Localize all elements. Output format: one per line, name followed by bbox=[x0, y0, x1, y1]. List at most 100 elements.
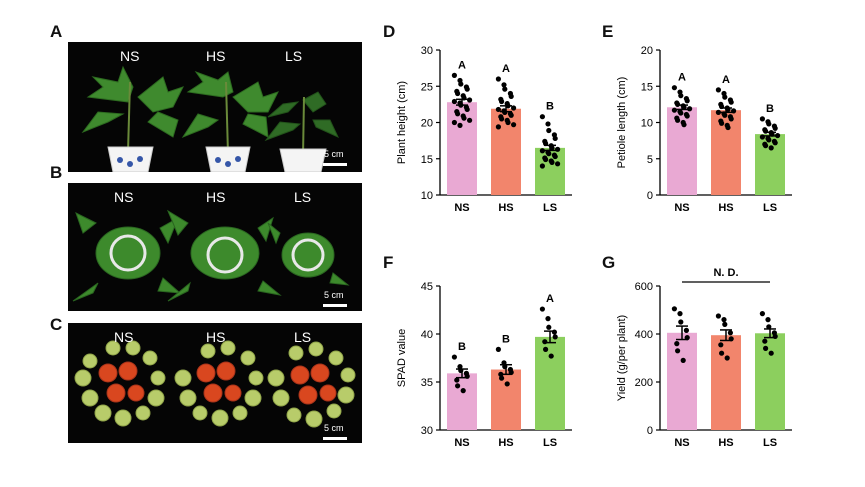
y-tick-label: 40 bbox=[421, 329, 433, 341]
significance-letter: B bbox=[766, 103, 774, 115]
data-point bbox=[508, 93, 514, 99]
data-point bbox=[775, 132, 781, 139]
photo-a-scale-bar bbox=[323, 163, 347, 166]
data-point bbox=[678, 93, 684, 99]
data-point bbox=[499, 375, 505, 381]
x-tick-label: LS bbox=[763, 437, 777, 449]
data-point bbox=[768, 145, 774, 151]
fruit-photo-illustration bbox=[74, 340, 356, 428]
significance-letter: A bbox=[722, 74, 730, 86]
data-point bbox=[728, 116, 734, 122]
bar-ls bbox=[535, 336, 565, 430]
photo-a-label-ls: LS bbox=[285, 48, 303, 64]
significance-letter: B bbox=[546, 101, 554, 113]
data-point bbox=[539, 306, 546, 312]
photo-plants-side-view: NS HS LS 5 cm bbox=[68, 42, 362, 172]
data-point bbox=[455, 111, 461, 117]
data-point bbox=[501, 82, 507, 88]
data-point bbox=[467, 97, 473, 103]
top-view-illustration bbox=[72, 209, 350, 302]
data-point bbox=[546, 151, 552, 157]
data-point bbox=[495, 346, 501, 352]
panel-label-a: A bbox=[50, 22, 63, 41]
panel-label-g: G bbox=[602, 253, 616, 272]
x-tick-label: NS bbox=[674, 202, 689, 214]
x-tick-label: NS bbox=[674, 437, 689, 449]
panel-label-e: E bbox=[602, 22, 614, 41]
data-point bbox=[552, 153, 558, 160]
x-tick-label: HS bbox=[718, 437, 733, 449]
x-tick-label: HS bbox=[498, 437, 513, 449]
data-point bbox=[725, 124, 731, 131]
photo-c-scale-label: 5 cm bbox=[324, 423, 344, 433]
data-point bbox=[684, 98, 690, 104]
data-point bbox=[458, 81, 464, 87]
data-point bbox=[722, 321, 728, 327]
data-point bbox=[549, 159, 555, 165]
data-point bbox=[551, 329, 558, 335]
data-point bbox=[722, 112, 728, 118]
data-point bbox=[543, 156, 549, 163]
data-point bbox=[721, 317, 727, 323]
bar-ns bbox=[667, 332, 697, 430]
data-point bbox=[504, 381, 510, 387]
bar-ls bbox=[755, 134, 785, 195]
data-point bbox=[464, 106, 470, 113]
y-tick-label: 20 bbox=[641, 45, 653, 57]
data-point bbox=[552, 334, 558, 340]
data-point bbox=[766, 121, 772, 127]
y-tick-label: 15 bbox=[641, 81, 653, 93]
y-tick-label: 0 bbox=[647, 190, 653, 202]
data-point bbox=[545, 316, 551, 322]
data-point bbox=[555, 146, 561, 152]
panel-label-c: C bbox=[50, 315, 63, 334]
data-point bbox=[539, 114, 546, 120]
photo-b-label-ns: NS bbox=[114, 189, 134, 205]
photo-fruits: NS HS LS 5 cm bbox=[68, 323, 362, 443]
y-axis-label: Plant height (cm) bbox=[396, 81, 408, 164]
data-point bbox=[545, 121, 551, 127]
chart-d: 10 15 20 25 30 Plant height (cm) NS A HS A LS B bbox=[396, 45, 572, 214]
photo-c-label-hs: HS bbox=[206, 329, 226, 345]
data-point bbox=[460, 388, 466, 394]
significance-letter: B bbox=[502, 333, 510, 345]
x-tick-label: NS bbox=[454, 202, 469, 214]
data-point bbox=[759, 116, 766, 122]
y-axis-label: Yield (g/per plant) bbox=[616, 315, 628, 401]
data-point bbox=[678, 319, 684, 325]
data-point bbox=[510, 105, 517, 111]
significance-letter: A bbox=[546, 293, 554, 305]
data-point bbox=[542, 339, 548, 345]
data-point bbox=[464, 86, 470, 92]
y-tick-label: 45 bbox=[421, 281, 433, 293]
y-axis-label: Petiole length (cm) bbox=[616, 77, 628, 169]
data-point bbox=[715, 313, 722, 319]
photo-c-label-ns: NS bbox=[114, 329, 134, 345]
data-point bbox=[461, 115, 467, 121]
x-tick-label: LS bbox=[543, 437, 557, 449]
panel-label-f: F bbox=[383, 253, 394, 272]
data-point bbox=[763, 345, 769, 351]
data-point bbox=[555, 161, 561, 167]
data-point bbox=[759, 134, 766, 140]
data-point bbox=[495, 106, 501, 113]
data-point bbox=[505, 119, 511, 126]
y-axis-label: SPAD value bbox=[396, 329, 408, 388]
data-point bbox=[457, 122, 463, 128]
data-point bbox=[539, 148, 546, 154]
data-point bbox=[546, 127, 552, 134]
chart-g: 0 200 400 600 Yield (g/per plant) NS HS LS N. D. bbox=[616, 267, 792, 449]
data-point bbox=[508, 112, 514, 118]
data-point bbox=[455, 90, 461, 97]
data-point bbox=[681, 122, 687, 128]
data-point bbox=[719, 350, 725, 356]
data-point bbox=[715, 109, 722, 115]
data-point bbox=[719, 120, 725, 126]
y-tick-label: 10 bbox=[641, 118, 653, 130]
y-tick-label: 400 bbox=[635, 329, 653, 341]
photo-b-scale-bar bbox=[323, 304, 347, 307]
data-point bbox=[499, 116, 505, 122]
y-tick-label: 25 bbox=[421, 81, 433, 93]
data-point bbox=[762, 338, 768, 344]
